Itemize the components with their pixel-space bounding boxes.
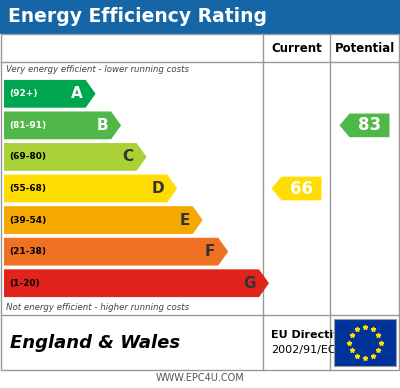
Polygon shape xyxy=(340,114,390,137)
Text: F: F xyxy=(205,244,215,259)
Text: B: B xyxy=(96,118,108,133)
Bar xyxy=(334,319,396,366)
Bar xyxy=(0,0,400,34)
Polygon shape xyxy=(4,238,228,265)
Text: 83: 83 xyxy=(358,116,381,134)
Text: Very energy efficient - lower running costs: Very energy efficient - lower running co… xyxy=(6,66,189,74)
Polygon shape xyxy=(4,175,177,203)
Text: England & Wales: England & Wales xyxy=(10,334,180,352)
Text: A: A xyxy=(71,86,83,101)
Text: G: G xyxy=(244,276,256,291)
Text: C: C xyxy=(122,149,134,165)
Text: E: E xyxy=(179,213,190,228)
Text: Energy Efficiency Rating: Energy Efficiency Rating xyxy=(8,7,267,26)
Text: Current: Current xyxy=(271,42,322,54)
Text: (69-80): (69-80) xyxy=(9,152,46,161)
Text: 66: 66 xyxy=(290,180,313,197)
Text: EU Directive: EU Directive xyxy=(271,331,348,341)
Text: Potential: Potential xyxy=(334,42,395,54)
Text: (81-91): (81-91) xyxy=(9,121,46,130)
Polygon shape xyxy=(4,143,146,171)
Text: (1-20): (1-20) xyxy=(9,279,40,288)
Polygon shape xyxy=(4,80,96,108)
Text: (39-54): (39-54) xyxy=(9,216,46,225)
Text: (55-68): (55-68) xyxy=(9,184,46,193)
Polygon shape xyxy=(4,269,269,297)
Polygon shape xyxy=(4,206,203,234)
Text: (21-38): (21-38) xyxy=(9,247,46,256)
Text: WWW.EPC4U.COM: WWW.EPC4U.COM xyxy=(156,373,244,383)
Text: (92+): (92+) xyxy=(9,89,38,98)
Text: D: D xyxy=(152,181,164,196)
Polygon shape xyxy=(4,111,121,139)
Polygon shape xyxy=(272,177,322,200)
Bar xyxy=(1,34,399,370)
Text: Not energy efficient - higher running costs: Not energy efficient - higher running co… xyxy=(6,303,189,312)
Text: 2002/91/EC: 2002/91/EC xyxy=(271,345,336,355)
